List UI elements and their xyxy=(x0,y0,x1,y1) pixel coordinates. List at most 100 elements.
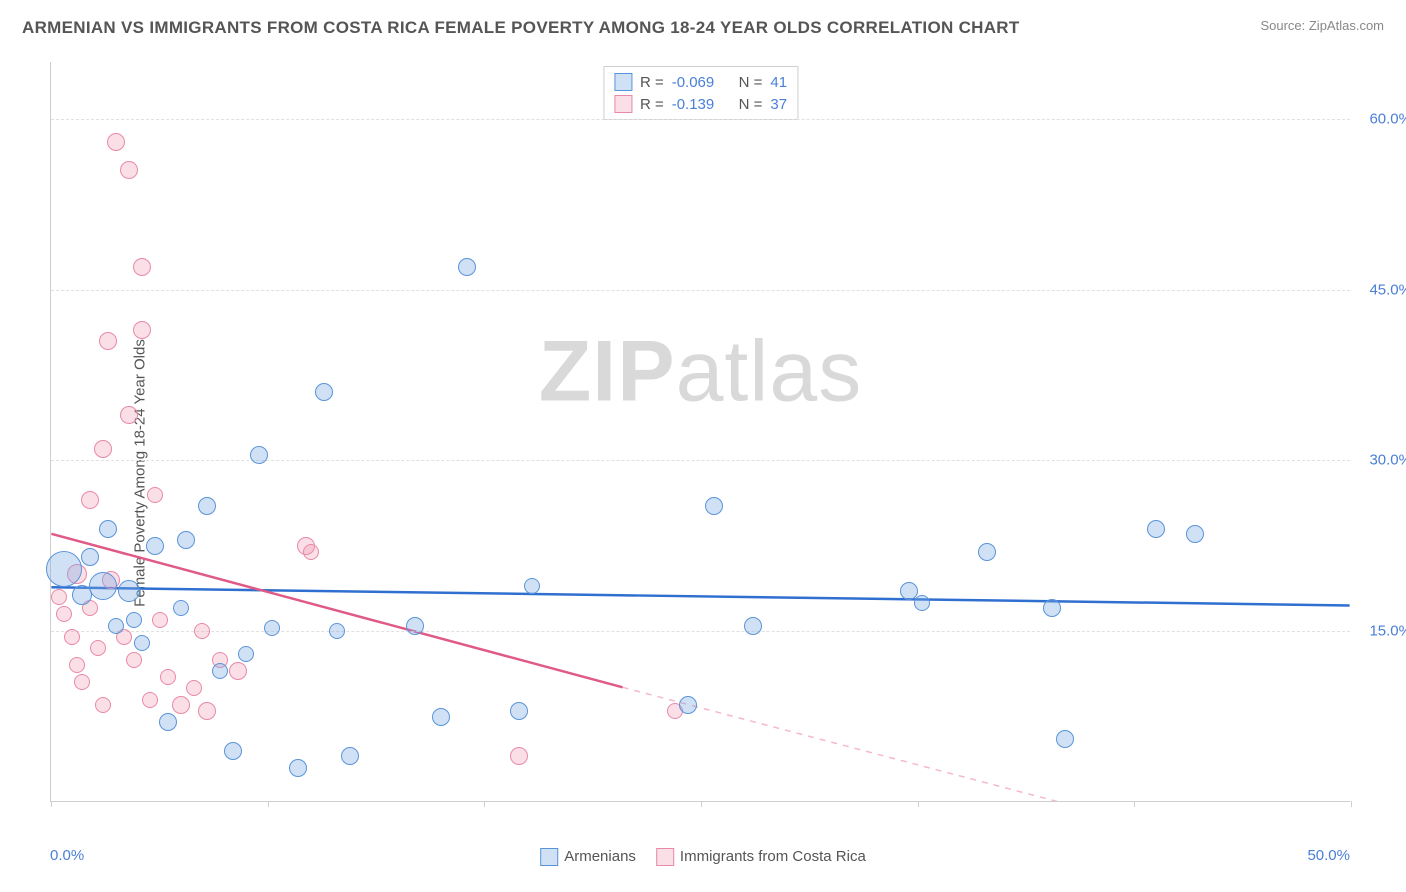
pink-point xyxy=(160,669,176,685)
pink-point xyxy=(303,544,319,560)
r-value-blue: -0.069 xyxy=(672,74,715,91)
blue-point xyxy=(458,258,476,276)
plot-area: ZIPatlas R = -0.069 N = 41 R = -0.139 N … xyxy=(50,62,1350,802)
gridline-h xyxy=(51,119,1350,120)
y-tick-label: 60.0% xyxy=(1369,110,1406,127)
gridline-h xyxy=(51,460,1350,461)
blue-point xyxy=(89,572,117,600)
blue-point xyxy=(159,713,177,731)
blue-point xyxy=(1056,730,1074,748)
legend-item-pink: Immigrants from Costa Rica xyxy=(656,848,866,866)
pink-point xyxy=(510,747,528,765)
blue-point xyxy=(250,446,268,464)
x-tick-mark xyxy=(51,801,52,807)
gridline-h xyxy=(51,290,1350,291)
blue-point xyxy=(264,620,280,636)
pink-point xyxy=(142,692,158,708)
n-value-blue: 41 xyxy=(770,74,787,91)
x-tick-mark xyxy=(1134,801,1135,807)
x-tick-right: 50.0% xyxy=(1307,847,1350,864)
pink-point xyxy=(99,332,117,350)
blue-point xyxy=(224,742,242,760)
blue-point xyxy=(177,531,195,549)
pink-point xyxy=(194,623,210,639)
pink-point xyxy=(95,697,111,713)
pink-point xyxy=(172,696,190,714)
blue-point xyxy=(1147,520,1165,538)
legend-label-pink: Immigrants from Costa Rica xyxy=(680,848,866,865)
x-tick-mark xyxy=(268,801,269,807)
legend-item-blue: Armenians xyxy=(540,848,636,866)
pink-point xyxy=(51,589,67,605)
legend-row-pink: R = -0.139 N = 37 xyxy=(614,93,787,115)
blue-point xyxy=(212,663,228,679)
watermark-zip: ZIP xyxy=(539,324,676,420)
pink-point xyxy=(56,606,72,622)
blue-point xyxy=(524,578,540,594)
blue-point xyxy=(744,617,762,635)
blue-point xyxy=(81,548,99,566)
blue-point xyxy=(1186,525,1204,543)
blue-point xyxy=(510,702,528,720)
pink-point xyxy=(74,674,90,690)
pink-point xyxy=(152,612,168,628)
pink-point xyxy=(126,652,142,668)
chart-container: Female Poverty Among 18-24 Year Olds ZIP… xyxy=(0,54,1406,892)
watermark-atlas: atlas xyxy=(676,324,863,420)
pink-point xyxy=(69,657,85,673)
series-legend: Armenians Immigrants from Costa Rica xyxy=(540,848,866,866)
swatch-blue-icon xyxy=(614,73,632,91)
pink-point xyxy=(229,662,247,680)
correlation-legend: R = -0.069 N = 41 R = -0.139 N = 37 xyxy=(603,66,798,120)
pink-point xyxy=(133,321,151,339)
blue-point xyxy=(118,580,140,602)
blue-point xyxy=(289,759,307,777)
x-tick-mark xyxy=(484,801,485,807)
r-label: R = xyxy=(640,74,664,91)
blue-point xyxy=(406,617,424,635)
y-tick-label: 45.0% xyxy=(1369,281,1406,298)
blue-point xyxy=(705,497,723,515)
x-tick-mark xyxy=(1351,801,1352,807)
x-tick-left: 0.0% xyxy=(50,847,84,864)
pink-point xyxy=(94,440,112,458)
source-attribution: Source: ZipAtlas.com xyxy=(1260,18,1384,33)
x-tick-mark xyxy=(918,801,919,807)
blue-point xyxy=(978,543,996,561)
pink-point xyxy=(186,680,202,696)
blue-point xyxy=(329,623,345,639)
blue-point xyxy=(173,600,189,616)
blue-point xyxy=(126,612,142,628)
legend-row-blue: R = -0.069 N = 41 xyxy=(614,71,787,93)
chart-title: ARMENIAN VS IMMIGRANTS FROM COSTA RICA F… xyxy=(22,18,1020,38)
r-label: R = xyxy=(640,96,664,113)
legend-label-blue: Armenians xyxy=(564,848,636,865)
pink-point xyxy=(120,161,138,179)
gridline-h xyxy=(51,631,1350,632)
pink-point xyxy=(90,640,106,656)
blue-point xyxy=(315,383,333,401)
blue-point xyxy=(238,646,254,662)
blue-point xyxy=(146,537,164,555)
trend-lines xyxy=(51,62,1350,801)
pink-point xyxy=(198,702,216,720)
blue-point xyxy=(679,696,697,714)
swatch-pink-icon xyxy=(656,848,674,866)
blue-point xyxy=(198,497,216,515)
pink-point xyxy=(107,133,125,151)
watermark: ZIPatlas xyxy=(539,323,862,422)
swatch-pink-icon xyxy=(614,95,632,113)
blue-point xyxy=(134,635,150,651)
pink-point xyxy=(120,406,138,424)
blue-point xyxy=(341,747,359,765)
pink-point xyxy=(81,491,99,509)
blue-point xyxy=(46,551,82,587)
blue-point xyxy=(1043,599,1061,617)
r-value-pink: -0.139 xyxy=(672,96,715,113)
y-tick-label: 30.0% xyxy=(1369,452,1406,469)
n-label: N = xyxy=(739,96,763,113)
swatch-blue-icon xyxy=(540,848,558,866)
blue-point xyxy=(99,520,117,538)
n-label: N = xyxy=(739,74,763,91)
blue-point xyxy=(914,595,930,611)
